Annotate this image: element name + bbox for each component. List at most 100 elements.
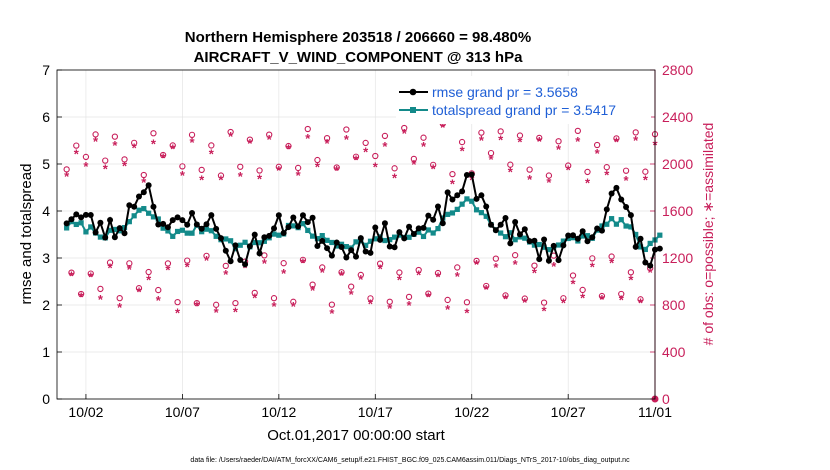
rmse-point: [203, 221, 210, 228]
obs-assimilated-point: *: [310, 283, 316, 298]
chart-title-line1: Northern Hemisphere 203518 / 206660 = 98…: [185, 29, 531, 46]
obs-assimilated-point: *: [546, 175, 552, 190]
y-right-tick-label: 0: [662, 391, 670, 407]
obs-possible-point: [63, 166, 70, 173]
spread-point: [657, 232, 663, 238]
obs-assimilated-point: *: [517, 134, 523, 149]
obs-assimilated-point: *: [175, 305, 181, 320]
rmse-point: [637, 235, 644, 242]
y-right-tick-label: 1600: [662, 203, 693, 219]
obs-assimilated-point: *: [498, 132, 504, 147]
rmse-point: [256, 250, 263, 257]
spread-point: [329, 239, 335, 246]
obs-assimilated-point: *: [411, 157, 417, 172]
obs-possible-point: [328, 301, 336, 308]
rmse-point: [434, 203, 441, 210]
obs-possible-point: [574, 127, 581, 135]
obs-possible-point: [444, 296, 451, 304]
spread-point: [343, 243, 349, 250]
spread-point: [416, 229, 422, 235]
rmse-point: [266, 232, 273, 239]
rmse-point: [189, 209, 196, 216]
spread-point: [623, 223, 629, 229]
obs-assimilated-point: *: [431, 162, 437, 177]
spread-point: [449, 210, 456, 216]
spread-point: [454, 206, 460, 212]
rmse-point: [208, 212, 215, 219]
obs-assimilated-point: *: [474, 257, 480, 272]
rmse-point: [328, 252, 335, 259]
obs-possible-point: [357, 271, 364, 279]
right-y-axis: 0 400 800 1200 1600 2000 2400 2800: [650, 62, 693, 407]
obs-possible-point: [319, 264, 326, 271]
obs-possible-point: [251, 289, 258, 297]
rmse-point: [217, 235, 224, 242]
obs-possible-point: [637, 296, 644, 303]
obs-possible-point: [362, 139, 369, 147]
spread-point: [536, 241, 542, 248]
spread-point: [208, 228, 214, 234]
obs-possible-point: [280, 260, 287, 267]
spread-point: [256, 240, 263, 246]
obs-possible-point: [126, 260, 133, 267]
rmse-point: [232, 242, 239, 249]
obs-assimilated-point: *: [551, 259, 557, 274]
rmse-point: [271, 225, 278, 232]
spread-point: [560, 238, 566, 244]
spread-point: [170, 233, 176, 239]
rmse-point: [396, 229, 403, 236]
spread-point: [160, 225, 166, 231]
rmse-point: [420, 224, 427, 231]
rmse-point: [627, 212, 634, 219]
legend: rmse grand pr = 3.5658 totalspread grand…: [396, 76, 651, 124]
rmse-point: [473, 195, 480, 202]
spread-point: [126, 219, 132, 225]
obs-possible-point: [483, 282, 490, 290]
obs-assimilated-point: *: [440, 120, 446, 135]
spread-point: [136, 207, 142, 213]
obs-possible-point: [102, 157, 109, 164]
obs-assimilated-point: *: [513, 257, 519, 272]
obs-possible-point: [116, 295, 123, 302]
x-axis: 10/02 10/07 10/12 10/17 10/22 10/27 11/01: [68, 394, 672, 420]
rmse-point: [444, 189, 451, 196]
spread-point: [141, 206, 147, 212]
spread-point: [276, 232, 282, 238]
obs-assimilated-point: *: [570, 277, 576, 292]
x-tick-label: 11/01: [638, 404, 672, 420]
obs-assimilated-point: *: [276, 163, 282, 178]
spread-point: [637, 244, 644, 250]
obs-assimilated-point: *: [604, 168, 610, 183]
rmse-point: [309, 214, 316, 221]
obs-possible-point: [497, 128, 504, 135]
obs-assimilated-point: *: [638, 295, 644, 310]
spread-point: [502, 234, 509, 240]
obs-possible-point: [381, 132, 389, 140]
rmse-point: [565, 232, 572, 239]
obs-possible-point: [458, 138, 466, 146]
spread-point: [319, 232, 325, 239]
obs-possible-point: [131, 139, 138, 147]
spread-point: [174, 228, 181, 235]
obs-assimilated-point: *: [619, 292, 625, 307]
x-tick-label: 10/07: [165, 404, 200, 420]
obs-assimilated-point: *: [566, 163, 572, 178]
obs-assimilated-point: *: [378, 262, 384, 277]
rmse-point: [174, 214, 181, 221]
obs-assimilated-point: *: [397, 272, 403, 287]
obs-assimilated-point: *: [484, 282, 490, 297]
obs-possible-point: [135, 285, 143, 292]
obs-assimilated-point: *: [585, 175, 591, 190]
rmse-point: [160, 220, 167, 227]
spread-point: [555, 242, 562, 248]
rmse-point: [459, 188, 466, 195]
rmse-point: [642, 259, 649, 266]
obs-assimilated-point: *: [190, 135, 196, 150]
spread-point: [305, 227, 311, 234]
obs-possible-point: [526, 166, 533, 173]
spread-point: [425, 227, 431, 233]
obs-possible-point: [555, 138, 562, 145]
obs-possible-point: [565, 162, 572, 169]
obs-assimilated-point: *: [609, 256, 615, 271]
